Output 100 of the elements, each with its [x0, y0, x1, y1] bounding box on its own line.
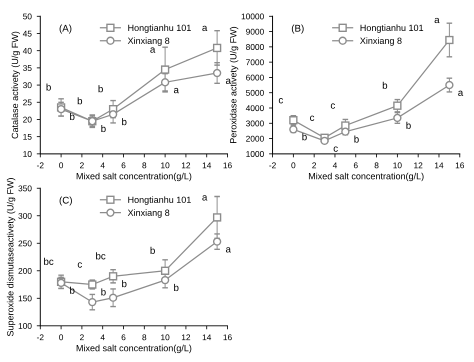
y-tick-label: 300 — [18, 212, 32, 219]
y-axis-title: Peroxidase activety (U/g FW) — [230, 26, 238, 144]
annotation: b — [70, 286, 74, 294]
annotation: b — [46, 83, 51, 91]
y-tick-label: 1000 — [246, 151, 264, 157]
x-tick-label: 12 — [182, 334, 190, 340]
annotation: b — [70, 112, 74, 120]
x-tick-label: 16 — [456, 162, 464, 168]
y-tick-label: 35 — [23, 65, 32, 71]
x-axis-title: Mixed salt concentration(g/L) — [308, 172, 424, 182]
y-tick-label: 350 — [18, 185, 32, 192]
y-tick-label: 45 — [22, 30, 32, 37]
x-tick-label: 14 — [202, 162, 212, 168]
x-tick-label: -2 — [269, 162, 276, 168]
x-tick-label: 12 — [414, 162, 422, 168]
annotation: a — [174, 88, 179, 94]
text: (C) — [60, 196, 72, 206]
annotation: c — [334, 146, 338, 152]
y-tick-label: 25 — [23, 99, 32, 106]
y-axis-title: Superoxide dismutaseactivety (U/g FW) — [6, 178, 16, 336]
x-tick-label: 16 — [224, 162, 232, 168]
y-tick-label: 40 — [22, 48, 32, 54]
y-tick-label: 7000 — [246, 59, 264, 66]
x-tick-label: 4 — [100, 162, 105, 168]
x-tick-label: -2 — [36, 334, 44, 340]
legend-label: Hongtianhu 101 — [128, 24, 191, 33]
y-tick-label: 8000 — [246, 44, 264, 50]
annotation: c — [78, 262, 82, 268]
x-tick-label: 10 — [161, 162, 170, 168]
annotation: a — [458, 90, 464, 96]
x-tick-label: 8 — [142, 162, 146, 168]
legend-label: Hongtianhu 101 — [360, 24, 424, 33]
y-tick-label: 200 — [18, 268, 32, 274]
y-tick-label: 20 — [23, 116, 32, 123]
annotation: b — [406, 122, 411, 129]
annotation: b — [150, 246, 155, 254]
y-tick-label: 3000 — [246, 120, 264, 126]
x-tick-label: 16 — [224, 334, 232, 340]
y-tick-label: 2000 — [246, 136, 264, 142]
annotation: bc — [96, 252, 106, 260]
y-tick-label: 10000 — [242, 13, 264, 20]
annotation: a — [226, 247, 231, 253]
x-tick-label: 2 — [312, 162, 316, 168]
y-tick-label: 9000 — [246, 28, 264, 35]
legend-label: Xinxiang 8 — [128, 37, 170, 46]
annotation: b — [101, 288, 106, 296]
legend-label: Hongtianhu 101 — [128, 196, 191, 205]
annotation: b — [122, 280, 127, 288]
x-tick-label: 8 — [374, 162, 379, 168]
y-tick-label: 150 — [18, 295, 32, 302]
annotation: b — [98, 85, 103, 92]
y-tick-label: 6000 — [246, 74, 264, 81]
annotation: c — [278, 98, 284, 104]
x-tick-label: 10 — [161, 334, 170, 340]
annotation: a — [226, 78, 231, 84]
annotation: a — [202, 195, 208, 201]
x-tick-label: -2 — [36, 162, 44, 168]
y-tick-label: 30 — [23, 82, 32, 88]
x-tick-label: 0 — [59, 334, 64, 340]
y-tick-label: 250 — [18, 240, 32, 246]
text: (B) — [292, 24, 304, 34]
legend-label: Xinxiang 8 — [128, 209, 170, 218]
y-tick-label: 5000 — [246, 90, 264, 96]
annotation: bc — [44, 258, 54, 265]
x-tick-label: 4 — [332, 162, 338, 168]
x-tick-label: 6 — [122, 162, 126, 168]
x-tick-label: 0 — [59, 162, 64, 168]
annotation: b — [354, 135, 359, 143]
x-tick-label: 10 — [393, 162, 402, 168]
y-axis-title: Catalase activety (U/g FW) — [11, 32, 20, 139]
x-tick-label: 12 — [182, 162, 190, 168]
x-tick-label: 14 — [202, 334, 212, 340]
y-tick-label: 10 — [23, 151, 32, 157]
y-tick-label: 50 — [23, 13, 32, 20]
annotation: a — [150, 47, 156, 53]
text: (A) — [60, 24, 72, 34]
y-tick-label: 15 — [23, 134, 32, 140]
y-tick-label: 4000 — [246, 105, 264, 112]
x-axis-title: Mixed salt concentration(g/L) — [76, 172, 192, 182]
annotation: a — [202, 26, 208, 32]
annotation: c — [330, 103, 336, 109]
annotation: a — [434, 18, 440, 24]
x-tick-label: 4 — [100, 334, 105, 340]
y-tick-label: 100 — [18, 323, 32, 329]
annotation: b — [101, 124, 106, 132]
legend-label: Xinxiang 8 — [360, 37, 402, 46]
annotation: b — [78, 97, 82, 104]
x-axis-title: Mixed salt concentration(g/L) — [76, 344, 192, 354]
x-tick-label: 6 — [122, 334, 126, 340]
x-tick-label: 14 — [434, 162, 444, 168]
x-tick-label: 6 — [354, 162, 358, 168]
annotation: b — [382, 82, 388, 89]
x-tick-label: 0 — [291, 162, 296, 168]
x-tick-label: 2 — [80, 162, 84, 168]
annotation: b — [174, 284, 179, 292]
annotation: c — [310, 116, 314, 121]
x-tick-label: 2 — [80, 334, 84, 340]
annotation: b — [302, 133, 307, 140]
x-tick-label: 8 — [142, 334, 146, 340]
annotation: b — [122, 118, 127, 126]
